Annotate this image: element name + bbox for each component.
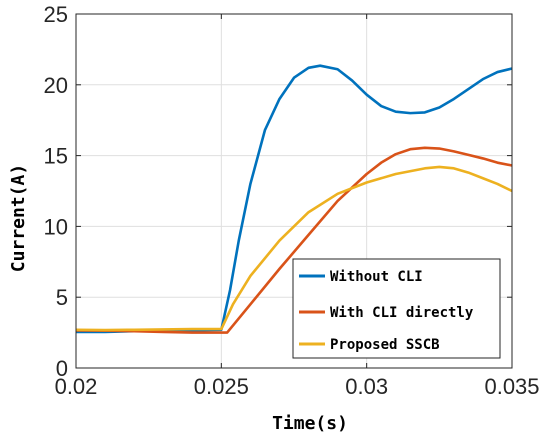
legend-box [292, 258, 501, 359]
series-line-1 [75, 146, 513, 334]
plot-frame [75, 13, 513, 369]
legend-label-proposed-sscb: Proposed SSCB [330, 337, 440, 353]
y-axis-label: Current(A) [8, 164, 29, 272]
series-layer [75, 64, 513, 334]
series-line-2 [75, 165, 513, 332]
y-tick-label: 25 [44, 2, 68, 27]
y-tick-label: 20 [44, 73, 68, 98]
y-tick-label: 10 [44, 214, 68, 239]
x-tick-label: 0.035 [484, 374, 539, 399]
legend: Without CLI With CLI directly Proposed S… [292, 258, 501, 359]
x-tick-label: 0.025 [194, 374, 249, 399]
legend-label-without-cli: Without CLI [330, 269, 423, 285]
x-tick-label: 0.02 [55, 374, 98, 399]
axes [75, 13, 513, 369]
legend-label-with-cli-directly: With CLI directly [330, 305, 474, 321]
tick-labels: 0.02 0.025 0.03 0.035 0 5 10 15 20 25 [44, 2, 540, 399]
x-tick-label: 0.03 [345, 374, 388, 399]
y-tick-label: 15 [44, 144, 68, 169]
y-tick-label: 5 [56, 285, 68, 310]
x-axis-label: Time(s) [272, 413, 348, 434]
y-tick-label: 0 [56, 356, 68, 381]
